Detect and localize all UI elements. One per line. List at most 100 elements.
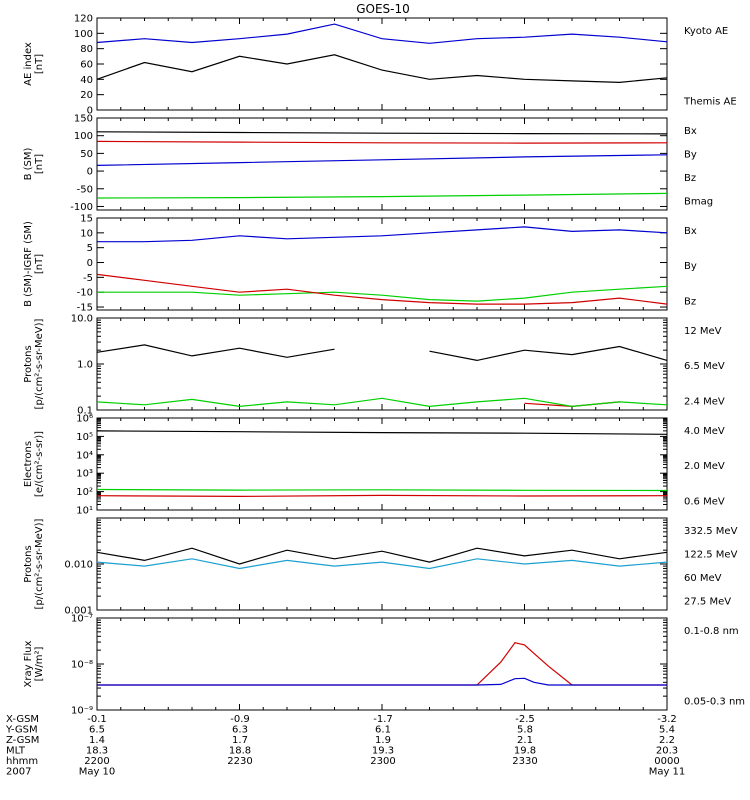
y-axis-label-line: Xray Flux	[23, 640, 34, 687]
y-tick-label: 120	[74, 14, 93, 25]
y-axis-label: Electrons[e/(cm²-s-sr)]	[23, 431, 45, 497]
y-axis-label-line: Protons	[23, 545, 34, 582]
ephemeris-value: -3.2	[657, 714, 677, 725]
y-tick-label: -50	[77, 184, 93, 195]
ephemeris-value: 1.9	[375, 735, 391, 746]
y-axis-label: Xray Flux[W/m²]	[23, 640, 45, 687]
legend-kyoto-ae: Kyoto AE	[684, 26, 728, 37]
y-axis-label-line: [nT]	[34, 154, 45, 174]
y-tick-label: 10³	[76, 469, 93, 480]
y-tick-label: 10	[80, 228, 93, 239]
ephemeris-value: 5.4	[659, 725, 675, 736]
y-tick-label: 10.0	[71, 314, 93, 325]
series-line-0-1-0-8-nm	[97, 642, 667, 686]
ephemeris-value: 2300	[370, 756, 395, 767]
legend-by: By	[684, 149, 697, 160]
y-tick-label: -100	[70, 202, 93, 213]
ephemeris-value: 5.8	[517, 725, 533, 736]
y-tick-label: 10⁻⁷	[71, 614, 93, 625]
y-axis-label-line: Electrons	[23, 441, 34, 487]
ephemeris-label-x-gsm: X-GSM	[6, 714, 39, 725]
y-tick-label: 10⁴	[76, 450, 93, 461]
series-line-by	[96, 192, 668, 199]
y-tick-label: 10⁶	[76, 414, 93, 425]
y-tick-label: -15	[77, 303, 93, 314]
legend-6-5-mev: 6.5 MeV	[684, 361, 725, 372]
ephemeris-value: May 10	[79, 767, 116, 778]
y-axis-label-line: [p/(cm²-s-sr-MeV)]	[34, 318, 45, 409]
panel-electrons: 10¹ 10² 10³ 10⁴ 10⁵ 10⁶ Electrons[e/(cm²-s-sr)…	[23, 414, 725, 517]
plot-title: GOES-10	[356, 2, 410, 16]
ephemeris-value: 0000	[654, 756, 679, 767]
panel-frame	[96, 217, 668, 311]
y-tick-label: 0.001	[64, 606, 93, 617]
legend-12-mev: 12 MeV	[684, 326, 722, 337]
ephemeris-label-mlt: MLT	[6, 746, 26, 757]
series-line-bz	[96, 273, 668, 305]
y-tick-label: 15	[80, 214, 93, 225]
ephemeris-label-2007: 2007	[6, 767, 31, 778]
legend-2-4-mev: 2.4 MeV	[684, 396, 725, 407]
y-tick-label: 10²	[76, 487, 93, 498]
y-axis-label-line: [e/(cm²-s-sr)]	[34, 431, 45, 497]
series-line-60-mev	[96, 558, 668, 570]
y-tick-label: 60	[80, 60, 93, 71]
legend-bmag: Bmag	[684, 196, 713, 207]
series-line-bz	[96, 140, 668, 144]
panel-protons_low: 0.1 1.0 10.0 Protons[p/(cm²-s-sr-MeV)] 12 Me…	[23, 314, 725, 417]
ephemeris-value: -2.5	[515, 714, 535, 725]
legend-bz: Bz	[684, 296, 696, 307]
series-line-by	[97, 285, 668, 302]
ephemeris-value: -0.1	[87, 714, 107, 725]
y-axis-label-line: [nT]	[34, 54, 45, 74]
y-tick-label: 100	[74, 131, 93, 142]
ephemeris-table: X-GSM -0.1 -0.9 -1.7 -2.5 -3.2 Y-GSM 6.5 6.3 6.1 5…	[5, 714, 685, 778]
series-line-0-05-0-3-nm	[97, 677, 667, 686]
series-line-2-4-mev	[96, 344, 668, 362]
series-line-bmag	[96, 131, 668, 135]
ephemeris-value: 2.1	[517, 735, 533, 746]
ephemeris-value: 2330	[512, 756, 537, 767]
y-axis-label-line: B (SM)	[23, 147, 34, 180]
panel-b_sm: -100 -50 0 50 100 150 B (SM)[nT] Bx By Bz Bmag	[23, 114, 713, 213]
legend-60-mev: 60 MeV	[684, 573, 722, 584]
legend-2-0-mev: 2.0 MeV	[684, 461, 725, 472]
y-tick-label: 0	[87, 106, 93, 117]
panel-frame	[96, 517, 668, 611]
y-tick-label: 40	[80, 75, 93, 86]
panel-protons_high: 0.001 0.010 Protons[p/(cm²-s-sr-MeV)] 332.5…	[23, 517, 738, 617]
series-line-bx	[97, 226, 668, 243]
y-axis-label: Protons[p/(cm²-s-sr-MeV)]	[23, 318, 45, 409]
y-tick-label: 100	[74, 29, 93, 40]
y-tick-label: 20	[80, 90, 93, 101]
ephemeris-value: -1.7	[373, 714, 393, 725]
series-line-0-6-mev	[96, 430, 668, 435]
ephemeris-value: -0.9	[230, 714, 250, 725]
ephemeris-value: May 11	[649, 767, 686, 778]
ephemeris-value: 6.5	[89, 725, 105, 736]
y-axis-label-line: Protons	[23, 345, 34, 382]
panel-frame	[96, 17, 668, 111]
y-tick-label: 150	[74, 114, 93, 125]
legend-bz: Bz	[684, 173, 696, 184]
y-tick-label: 0.1	[77, 406, 93, 417]
y-tick-label: 0	[87, 258, 93, 269]
y-axis-label-line: AE index	[23, 42, 34, 86]
ephemeris-label-hhmm: hhmm	[6, 756, 38, 767]
ephemeris-value: 18.8	[229, 746, 251, 757]
legend-0-1-0-8-nm: 0.1-0.8 nm	[684, 626, 739, 637]
y-tick-label: -5	[83, 273, 93, 284]
ephemeris-value: 19.8	[514, 746, 536, 757]
ephemeris-value: 20.3	[656, 746, 678, 757]
panel-frame	[96, 317, 668, 411]
legend-27-5-mev: 27.5 MeV	[684, 596, 731, 607]
series-line-27-5-mev	[96, 547, 668, 565]
panel-xray: 10⁻⁹ 10⁻⁸ 10⁻⁷ Xray Flux[W/m²] 0.1-0.8 nm 0.0…	[23, 614, 745, 717]
legend-themis-ae: Themis AE	[683, 96, 737, 107]
ephemeris-label-z-gsm: Z-GSM	[6, 735, 39, 746]
ephemeris-value: 1.7	[232, 735, 248, 746]
y-tick-label: 0.010	[64, 560, 93, 571]
ephemeris-value: 6.1	[375, 725, 391, 736]
